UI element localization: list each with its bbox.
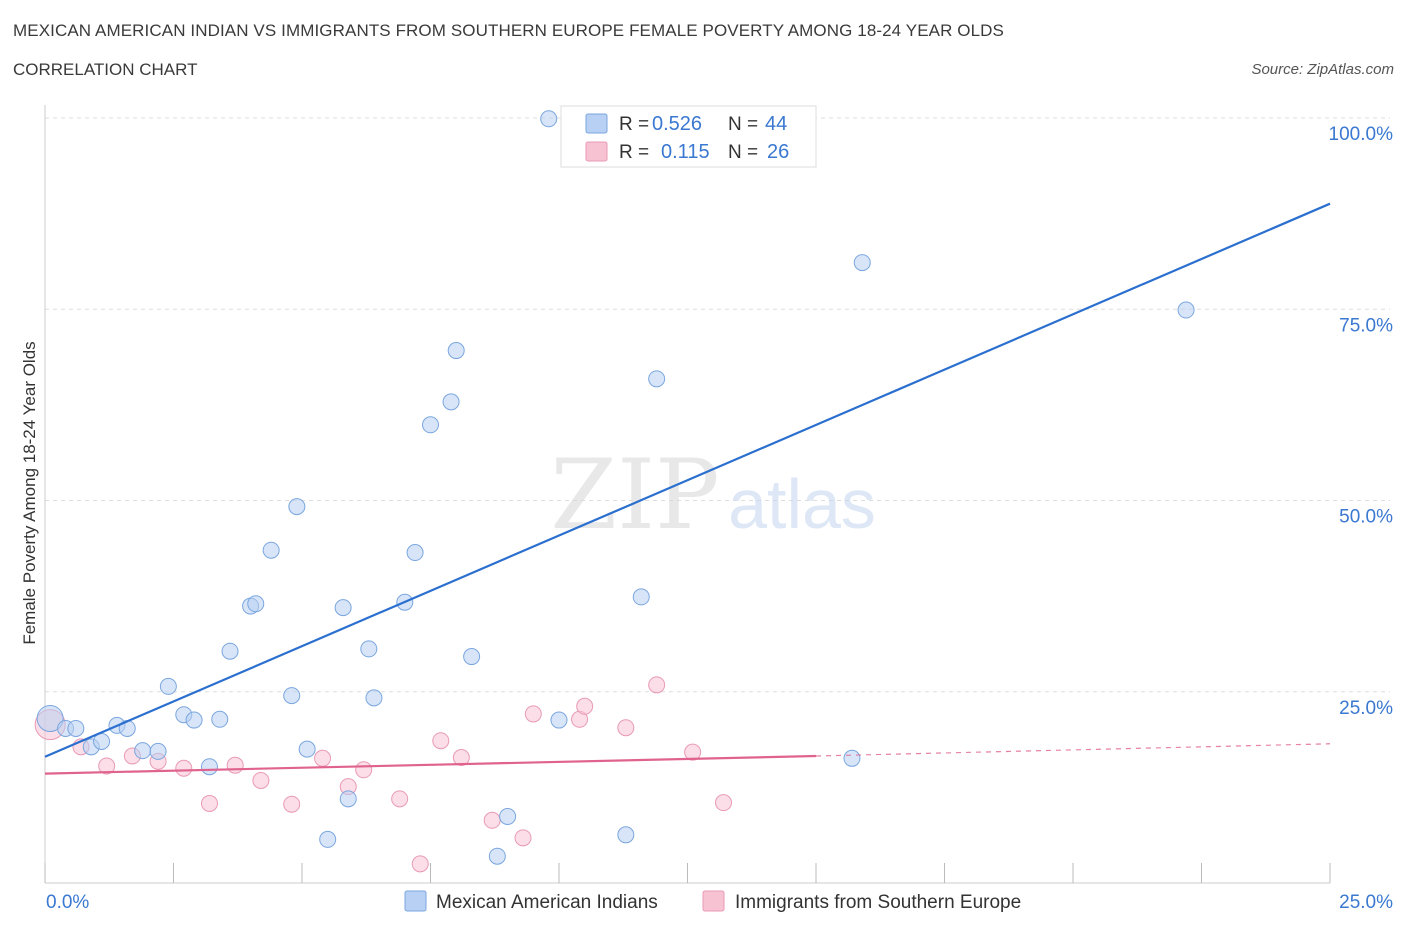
- data-point-mexican-american-indians: [211, 710, 229, 728]
- data-point-mexican-american-indians: [262, 541, 280, 559]
- y-tick-label-50: 50.0%: [1339, 507, 1393, 528]
- x-tick-labels: 0.0% 25.0%: [46, 892, 1393, 913]
- data-point-mexican-american-indians: [447, 342, 465, 360]
- data-point-immigrants-southern-europe: [524, 705, 542, 723]
- data-point-mexican-american-indians: [617, 826, 635, 844]
- data-point-mexican-american-indians: [134, 742, 152, 760]
- legend-label-mexican-american-indians: Mexican American Indians: [436, 892, 658, 913]
- data-point-mexican-american-indians: [36, 705, 64, 733]
- data-point-mexican-american-indians: [1177, 301, 1195, 319]
- stats-r-value-blue: 0.526: [652, 113, 702, 135]
- x-tick-label-min: 0.0%: [46, 892, 89, 913]
- data-point-mexican-american-indians: [221, 642, 239, 660]
- data-point-immigrants-southern-europe: [452, 749, 470, 767]
- data-point-immigrants-southern-europe: [576, 697, 594, 715]
- data-point-mexican-american-indians: [499, 807, 517, 825]
- data-point-mexican-american-indians: [200, 758, 218, 776]
- data-point-mexican-american-indians: [422, 416, 439, 434]
- data-point-immigrants-southern-europe: [411, 855, 429, 873]
- stats-n-value-blue: 44: [765, 113, 787, 135]
- data-point-mexican-american-indians: [298, 740, 316, 758]
- stats-r-value-pink: 0.115: [661, 141, 710, 163]
- data-point-mexican-american-indians: [488, 847, 506, 865]
- stats-n-label-blue: N =: [728, 114, 758, 135]
- watermark-atlas: atlas: [728, 465, 876, 543]
- data-point-immigrants-southern-europe: [648, 676, 666, 694]
- stats-r-label-pink: R =: [619, 142, 649, 163]
- legend-swatch-immigrants-southern-europe: [702, 890, 725, 912]
- data-point-immigrants-southern-europe: [684, 743, 702, 761]
- stats-swatch-pink: [585, 141, 608, 162]
- data-point-immigrants-southern-europe: [483, 811, 501, 829]
- data-point-immigrants-southern-europe: [226, 756, 244, 774]
- trend-line-immigrants-southern-europe: [44, 754, 817, 775]
- data-point-immigrants-southern-europe: [714, 794, 732, 812]
- data-point-immigrants-southern-europe: [252, 771, 270, 789]
- data-point-immigrants-southern-europe: [200, 794, 218, 812]
- data-point-mexican-american-indians: [365, 689, 383, 707]
- data-point-mexican-american-indians: [843, 749, 861, 767]
- stats-n-value-pink: 26: [767, 141, 789, 163]
- legend-swatch-mexican-american-indians: [404, 890, 427, 912]
- series-legend: Mexican American Indians Immigrants from…: [404, 890, 1021, 913]
- data-point-mexican-american-indians: [149, 742, 167, 760]
- x-tick-label-max: 25.0%: [1339, 892, 1393, 913]
- trend-lines: [44, 202, 1331, 775]
- data-point-immigrants-southern-europe: [432, 732, 450, 750]
- data-point-immigrants-southern-europe: [283, 795, 301, 813]
- data-point-mexican-american-indians: [442, 393, 460, 411]
- data-point-mexican-american-indians: [550, 711, 568, 729]
- data-point-mexican-american-indians: [339, 790, 357, 808]
- data-point-immigrants-southern-europe: [514, 829, 532, 847]
- data-point-mexican-american-indians: [185, 711, 203, 729]
- axes: [44, 105, 1331, 884]
- data-point-immigrants-southern-europe: [175, 759, 193, 777]
- data-point-mexican-american-indians: [540, 110, 558, 128]
- stats-legend: R = 0.526 N = 44 R = 0.115 N = 26: [560, 105, 817, 168]
- chart-title: MEXICAN AMERICAN INDIAN VS IMMIGRANTS FR…: [13, 21, 1004, 40]
- data-point-mexican-american-indians: [853, 254, 871, 272]
- data-point-mexican-american-indians: [288, 498, 306, 516]
- y-tick-labels: 25.0% 50.0% 75.0% 100.0%: [1329, 124, 1394, 719]
- stats-r-label-blue: R =: [619, 114, 649, 135]
- data-point-mexican-american-indians: [406, 544, 424, 562]
- data-point-mexican-american-indians: [283, 687, 301, 705]
- data-point-mexican-american-indians: [648, 370, 666, 388]
- data-point-immigrants-southern-europe: [617, 719, 635, 737]
- data-point-mexican-american-indians: [360, 640, 378, 658]
- trend-line-mexican-american-indians: [44, 202, 1331, 758]
- y-tick-label-100: 100.0%: [1329, 124, 1394, 145]
- data-point-mexican-american-indians: [67, 719, 85, 737]
- data-point-mexican-american-indians: [334, 599, 352, 617]
- data-point-immigrants-southern-europe: [98, 757, 116, 775]
- stats-n-label-pink: N =: [728, 142, 758, 163]
- data-point-mexican-american-indians: [159, 677, 177, 695]
- data-point-mexican-american-indians: [247, 595, 265, 613]
- chart-subtitle: CORRELATION CHART: [13, 60, 198, 79]
- data-point-immigrants-southern-europe: [391, 790, 409, 808]
- stats-swatch-blue: [585, 113, 608, 134]
- data-point-mexican-american-indians: [463, 648, 481, 666]
- data-point-immigrants-southern-europe: [355, 761, 373, 779]
- watermark-zip: ZIP: [550, 439, 719, 551]
- trend-line-extension-immigrants-southern-europe: [815, 743, 1331, 757]
- data-point-immigrants-southern-europe: [314, 749, 332, 767]
- data-point-mexican-american-indians: [632, 588, 650, 606]
- y-tick-label-75: 75.0%: [1339, 315, 1393, 336]
- watermark: ZIP atlas: [550, 439, 876, 551]
- y-tick-label-25: 25.0%: [1339, 698, 1393, 719]
- legend-label-immigrants-southern-europe: Immigrants from Southern Europe: [735, 892, 1021, 913]
- source-label: Source: ZipAtlas.com: [1251, 61, 1394, 78]
- data-point-mexican-american-indians: [319, 830, 337, 848]
